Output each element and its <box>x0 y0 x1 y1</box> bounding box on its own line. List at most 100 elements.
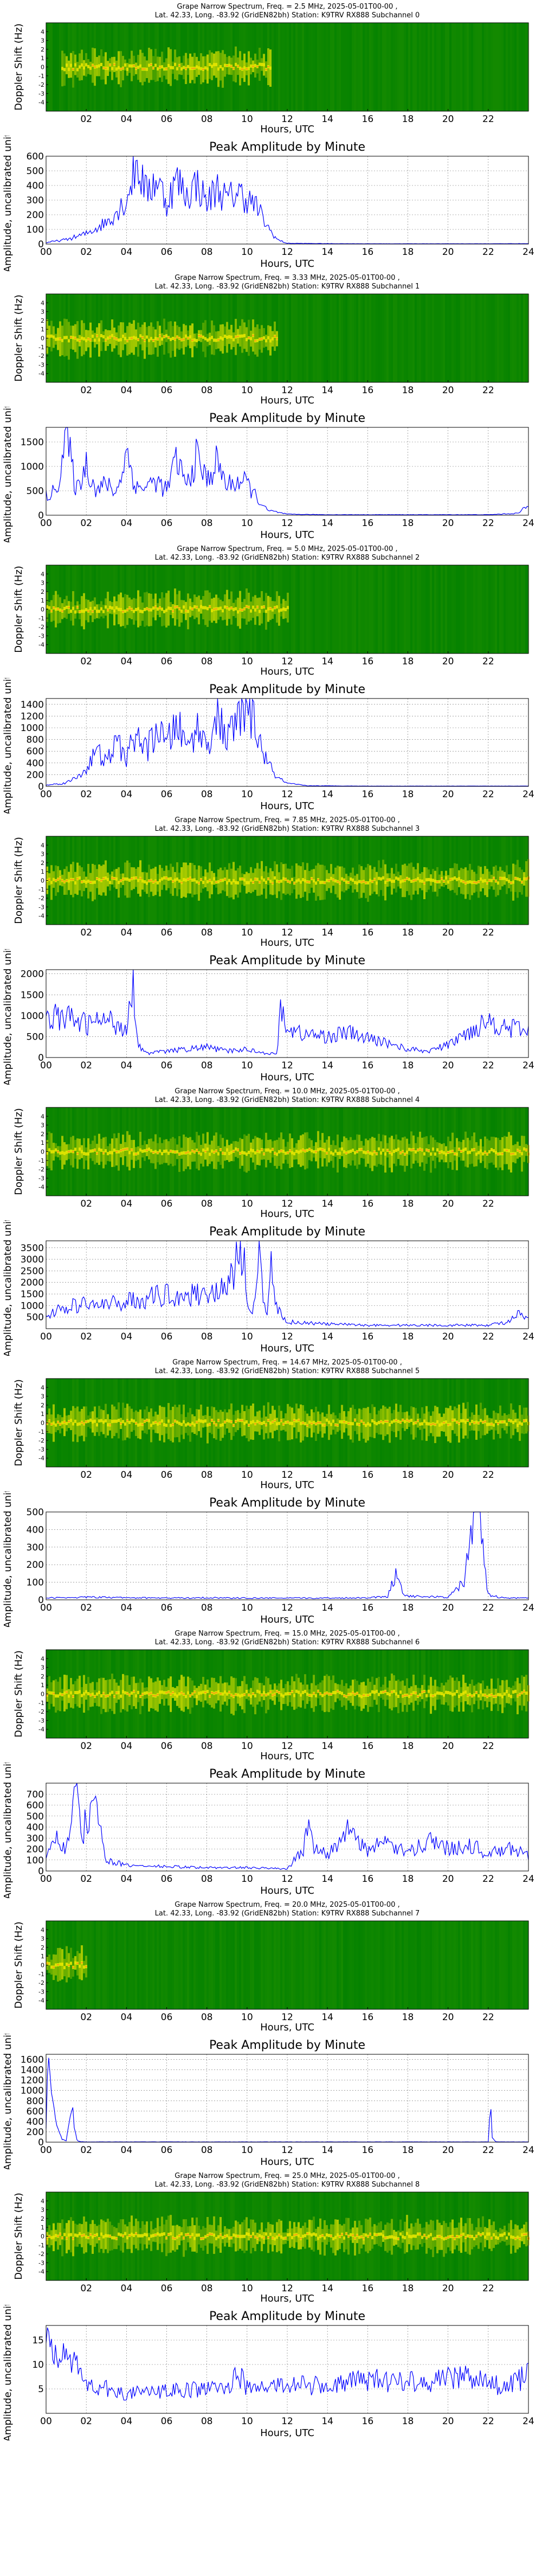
signal-core <box>139 1422 141 1426</box>
texture-column <box>480 294 482 382</box>
signal-peak <box>464 882 467 883</box>
x-tick-label: 10 <box>241 656 253 667</box>
signal-peak <box>360 881 363 882</box>
signal-core <box>239 67 241 70</box>
signal-core <box>107 67 109 70</box>
texture-column <box>480 23 482 111</box>
x-tick-label: 16 <box>362 385 374 396</box>
signal-core <box>98 1691 100 1694</box>
texture-column <box>488 565 491 653</box>
signal-core <box>72 607 74 610</box>
texture-column <box>347 294 350 382</box>
x-tick-label: 02 <box>80 518 92 529</box>
x-tick-label: 10 <box>241 385 253 396</box>
signal-core <box>198 608 200 612</box>
signal-core <box>512 1421 514 1424</box>
texture-column <box>517 565 519 653</box>
texture-column <box>504 23 506 111</box>
signal-peak <box>360 1420 363 1421</box>
signal-peak <box>131 609 133 610</box>
signal-peak <box>415 1422 417 1423</box>
signal-peak <box>115 338 118 339</box>
texture-column <box>410 565 412 653</box>
signal-core <box>263 63 265 66</box>
signal-core <box>436 1420 438 1424</box>
signal-core <box>233 608 235 611</box>
signal-core <box>393 1150 395 1153</box>
signal-peak <box>196 1421 198 1422</box>
signal-peak <box>94 1150 96 1151</box>
signal-core <box>72 336 74 339</box>
signal-peak <box>157 1152 159 1154</box>
texture-column <box>373 294 376 382</box>
signal-core <box>395 876 397 880</box>
x-tick-label: 18 <box>402 518 414 529</box>
x-tick-label: 14 <box>321 1199 333 1209</box>
signal-core <box>102 610 105 613</box>
signal-core <box>211 1149 213 1152</box>
signal-core <box>50 881 53 884</box>
signal-core <box>462 1691 464 1695</box>
texture-column <box>510 565 512 653</box>
texture-column <box>434 23 436 111</box>
signal-peak <box>92 65 94 66</box>
signal-core <box>304 1690 306 1693</box>
signal-peak <box>61 1694 63 1695</box>
signal-core <box>337 1152 339 1155</box>
texture-column <box>404 294 406 382</box>
x-tick-label: 16 <box>362 1199 374 1209</box>
signal-core <box>150 337 152 340</box>
x-tick-label: 06 <box>161 385 173 396</box>
y-axis-label: Doppler Shift (Hz) <box>13 566 24 653</box>
signal-core <box>293 1694 295 1697</box>
signal-core <box>295 1150 298 1153</box>
signal-peak <box>87 611 89 612</box>
texture-column <box>436 23 438 111</box>
x-tick-label: 16 <box>362 1060 374 1071</box>
signal-peak <box>328 1694 330 1695</box>
signal-core <box>115 67 118 71</box>
signal-peak <box>478 1422 480 1424</box>
signal-peak <box>456 1421 458 1422</box>
texture-column <box>488 294 491 382</box>
texture-column <box>406 23 408 111</box>
texture-column <box>280 294 282 382</box>
signal-core <box>128 337 131 340</box>
signal-peak <box>178 1154 180 1155</box>
signal-core <box>81 63 83 67</box>
signal-core <box>267 1693 269 1696</box>
signal-core <box>63 68 66 71</box>
y-tick-label: 100 <box>27 225 44 235</box>
y-tick-label: 0 <box>41 606 44 613</box>
signal-core <box>311 1694 313 1697</box>
signal-peak <box>196 1150 198 1151</box>
signal-core <box>63 336 66 339</box>
signal-core <box>334 1691 337 1694</box>
x-tick-label: 12 <box>281 247 293 258</box>
signal-core <box>165 1424 167 1427</box>
signal-core <box>193 338 196 342</box>
signal-peak <box>89 882 92 883</box>
signal-core <box>298 879 300 882</box>
texture-column <box>425 294 428 382</box>
signal-core <box>467 881 469 884</box>
signal-peak <box>183 339 185 340</box>
texture-column <box>443 23 445 111</box>
texture-column <box>484 23 486 111</box>
signal-peak <box>178 65 180 66</box>
y-tick-label: -1 <box>38 886 44 893</box>
signal-core <box>50 1691 53 1695</box>
texture-column <box>373 565 376 653</box>
signal-core <box>317 1148 319 1151</box>
signal-peak <box>291 1691 293 1692</box>
signal-core <box>202 1149 204 1152</box>
signal-peak <box>417 1420 419 1421</box>
signal-core <box>61 339 63 342</box>
x-tick-label: 04 <box>121 1060 133 1071</box>
signal-core <box>83 880 85 883</box>
signal-core <box>488 1150 491 1154</box>
texture-column <box>462 23 464 111</box>
signal-core <box>428 1690 430 1693</box>
signal-core <box>291 1422 293 1425</box>
chart-title: Peak Amplitude by Minute <box>209 140 365 154</box>
